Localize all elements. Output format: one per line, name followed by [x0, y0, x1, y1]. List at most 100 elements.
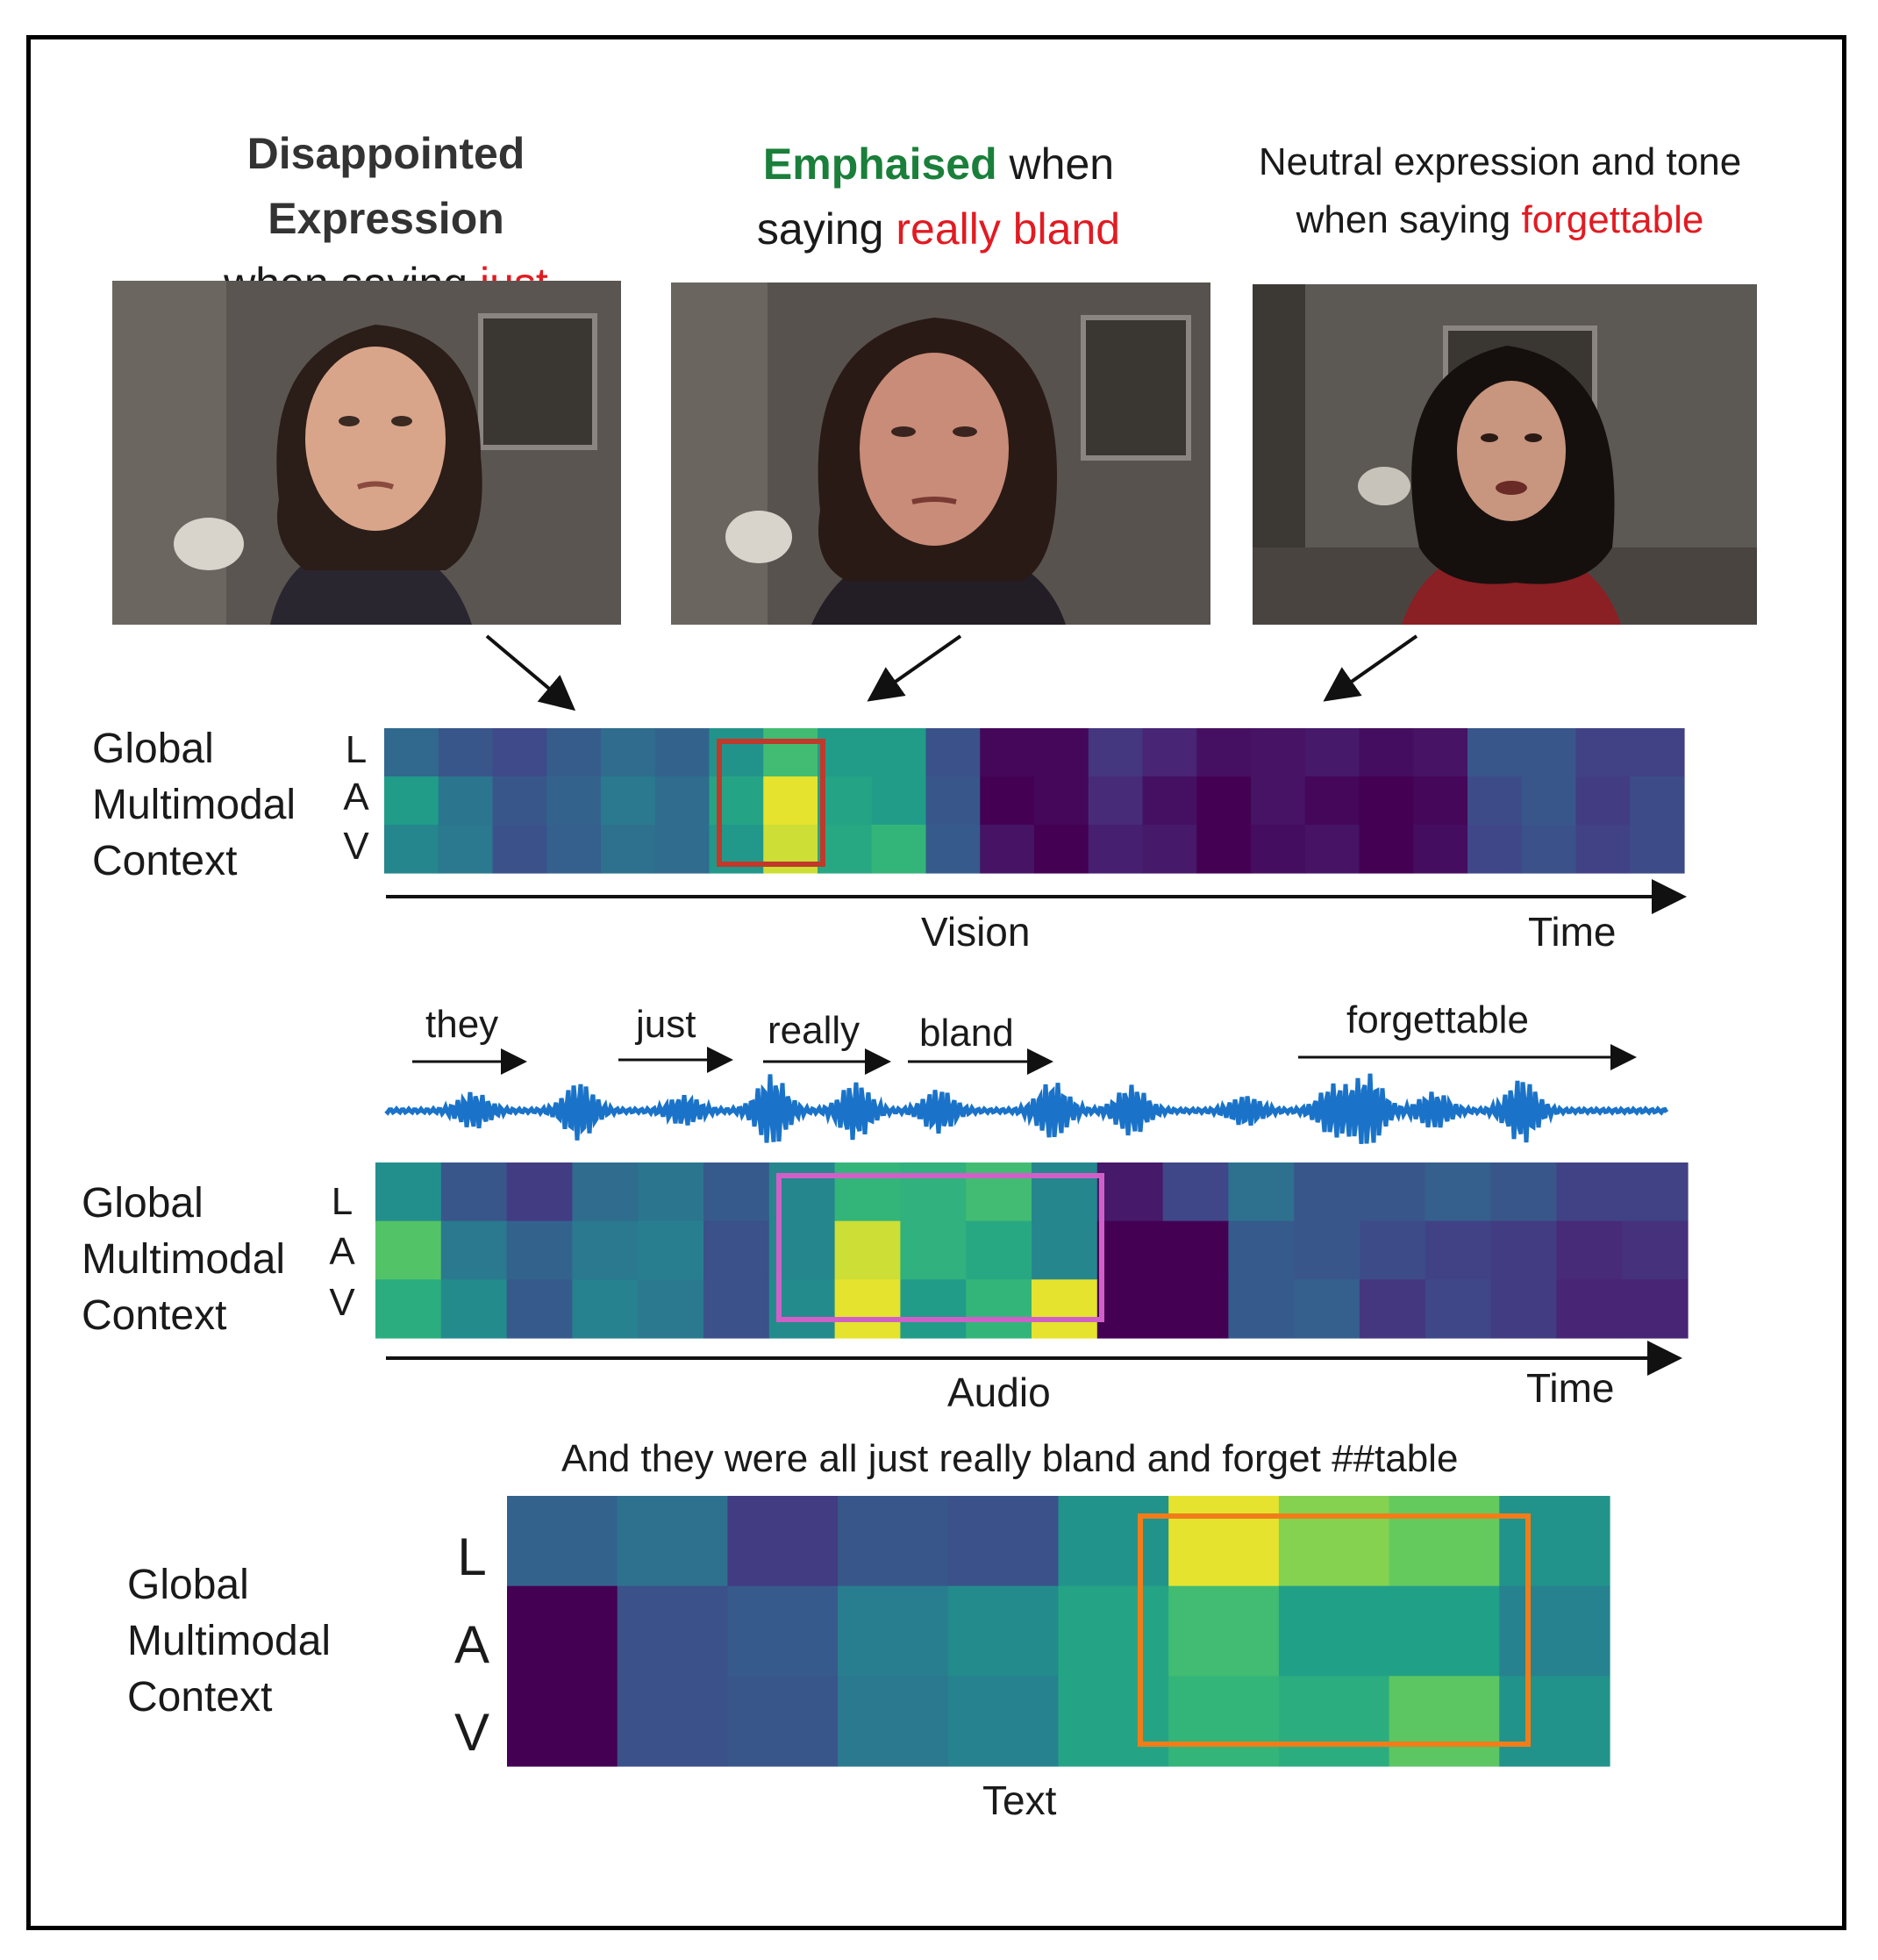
vision-cell-r2-c11	[980, 825, 1035, 874]
vision-cell-r0-c18	[1359, 728, 1414, 777]
vision-cell-r1-c5	[654, 776, 710, 826]
caption-right-line2: when saying forgettable	[1296, 198, 1704, 241]
vision-cell-r0-c8	[818, 728, 873, 777]
caption-left-line1: Disappointed Expression	[246, 129, 525, 243]
audio-cell-r2-c2	[506, 1279, 573, 1339]
audio-cell-r1-c3	[572, 1220, 639, 1280]
vision-heatmap	[384, 728, 1685, 874]
audio-cell-r0-c4	[638, 1162, 704, 1222]
text-cell-r0-c0	[507, 1496, 618, 1587]
audio-cell-r1-c8	[900, 1220, 967, 1280]
audio-cell-r1-c0	[375, 1220, 442, 1280]
audio-cell-r1-c11	[1096, 1220, 1164, 1280]
vision-time-label: Time	[1528, 909, 1617, 955]
vision-cell-r1-c14	[1142, 776, 1197, 826]
audio-word-really: really	[768, 1009, 860, 1052]
video-frame-middle	[671, 283, 1210, 625]
vision-cell-r1-c17	[1304, 776, 1360, 826]
audio-cell-r1-c10	[1032, 1220, 1098, 1280]
audio-cell-r0-c13	[1228, 1162, 1295, 1222]
audio-row-label-v: V	[329, 1281, 355, 1324]
audio-highlight-box	[776, 1173, 1104, 1322]
vision-cell-r0-c7	[763, 728, 818, 777]
vision-cell-r0-c10	[925, 728, 981, 777]
audio-cell-r1-c12	[1162, 1220, 1229, 1280]
audio-cell-r2-c14	[1294, 1279, 1360, 1339]
vision-cell-r2-c12	[1034, 825, 1089, 874]
vision-cell-r1-c1	[438, 776, 494, 826]
audio-cell-r2-c0	[375, 1279, 442, 1339]
audio-cell-r2-c18	[1556, 1279, 1623, 1339]
vision-cell-r1-c13	[1088, 776, 1144, 826]
vision-cell-r0-c11	[980, 728, 1035, 777]
text-heatmap	[507, 1496, 1610, 1767]
vision-cell-r1-c0	[384, 776, 439, 826]
caption-middle-emphasis: Emphaised	[762, 139, 997, 189]
audio-cell-r2-c11	[1096, 1279, 1164, 1339]
caption-right-keyword: forgettable	[1521, 198, 1704, 241]
audio-cell-r1-c4	[638, 1220, 704, 1280]
vision-cell-r2-c5	[654, 825, 710, 874]
vision-cell-r1-c19	[1413, 776, 1468, 826]
audio-cell-r2-c12	[1162, 1279, 1229, 1339]
vision-cell-r1-c8	[818, 776, 873, 826]
audio-cell-r2-c13	[1228, 1279, 1295, 1339]
vision-highlight-box	[717, 739, 825, 867]
audio-cell-r0-c19	[1622, 1162, 1689, 1222]
text-cell-r1-c3	[838, 1585, 949, 1677]
text-highlight-box	[1138, 1513, 1531, 1747]
audio-cell-r1-c5	[703, 1220, 770, 1280]
audio-heatmap	[375, 1162, 1689, 1339]
audio-cell-r0-c15	[1360, 1162, 1426, 1222]
audio-cell-r1-c15	[1360, 1220, 1426, 1280]
vision-cell-r1-c9	[871, 776, 927, 826]
vision-cell-r1-c21	[1521, 776, 1577, 826]
vision-cell-r0-c20	[1467, 728, 1523, 777]
vision-cell-r2-c14	[1142, 825, 1197, 874]
vision-cell-r0-c9	[871, 728, 927, 777]
audio-cell-r1-c14	[1294, 1220, 1360, 1280]
audio-cell-r0-c10	[1032, 1162, 1098, 1222]
vision-cell-r1-c3	[546, 776, 602, 826]
audio-cell-r2-c10	[1032, 1279, 1098, 1339]
text-cell-r0-c4	[947, 1496, 1060, 1587]
arrow-left-photo	[485, 634, 576, 712]
text-cell-r2-c4	[947, 1676, 1060, 1767]
vision-cell-r2-c19	[1413, 825, 1468, 874]
vision-cell-r0-c22	[1575, 728, 1631, 777]
audio-cell-r2-c19	[1622, 1279, 1689, 1339]
vision-cell-r1-c11	[980, 776, 1035, 826]
caption-right-line1: Neutral expression and tone	[1258, 140, 1742, 183]
text-cell-r0-c8	[1389, 1496, 1500, 1587]
audio-cell-r0-c7	[834, 1162, 901, 1222]
caption-middle-line2: saying really bland	[756, 204, 1121, 254]
vision-axis-label: Vision	[921, 909, 1031, 955]
audio-cell-r0-c14	[1294, 1162, 1360, 1222]
vision-cell-r2-c21	[1521, 825, 1577, 874]
caption-right: Neutral expression and tone when saying …	[1210, 133, 1789, 249]
vision-cell-r0-c17	[1304, 728, 1360, 777]
text-cell-r2-c8	[1389, 1676, 1500, 1767]
audio-word-bland: bland	[919, 1012, 1014, 1055]
vision-cell-r1-c22	[1575, 776, 1631, 826]
audio-cell-r2-c16	[1425, 1279, 1492, 1339]
audio-row-label-l: L	[331, 1180, 353, 1223]
vision-cell-r2-c3	[546, 825, 602, 874]
vision-cell-r1-c10	[925, 776, 981, 826]
vision-cell-r0-c0	[384, 728, 439, 777]
vision-cell-r0-c5	[654, 728, 710, 777]
caption-middle-line1: Emphaised when	[762, 139, 1115, 189]
text-cell-r1-c1	[617, 1585, 728, 1677]
audio-cell-r2-c3	[572, 1279, 639, 1339]
vision-cell-r0-c12	[1034, 728, 1089, 777]
vision-cell-r2-c20	[1467, 825, 1523, 874]
audio-cell-r2-c7	[834, 1279, 901, 1339]
vision-cell-r2-c1	[438, 825, 494, 874]
context-label-audio: Global Multimodal Context	[82, 1180, 286, 1339]
text-cell-r1-c2	[727, 1585, 839, 1677]
vision-cell-r1-c15	[1196, 776, 1252, 826]
text-cell-r0-c9	[1499, 1496, 1610, 1587]
vision-cell-r1-c23	[1630, 776, 1685, 826]
audio-cell-r0-c0	[375, 1162, 442, 1222]
audio-cell-r0-c5	[703, 1162, 770, 1222]
